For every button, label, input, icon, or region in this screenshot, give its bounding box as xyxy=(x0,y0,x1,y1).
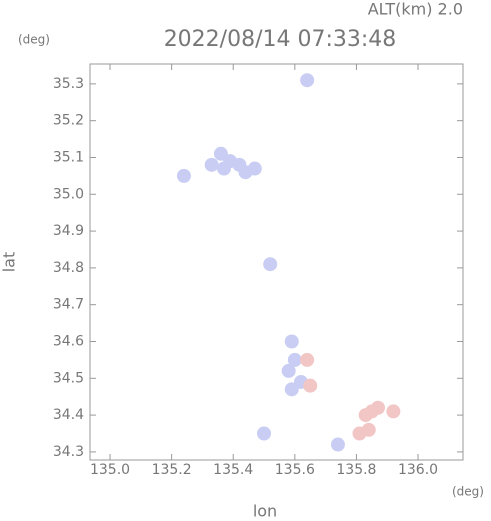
x-axis-label: lon xyxy=(253,502,277,521)
x-tick-label: 135.8 xyxy=(336,462,376,478)
echo-point xyxy=(216,161,231,176)
echo-point xyxy=(358,408,373,423)
chart-title: 2022/08/14 07:33:48 xyxy=(164,27,397,52)
x-tick-label: 135.2 xyxy=(152,462,192,478)
y-tick-label: 34.9 xyxy=(53,223,84,239)
echo-point xyxy=(352,426,367,441)
y-tick-label: 35.1 xyxy=(53,149,84,165)
echo-point xyxy=(303,378,318,393)
y-tick-label: 34.5 xyxy=(53,370,84,386)
plot-frame xyxy=(89,63,464,461)
echo-point xyxy=(263,257,278,272)
y-tick-label: 34.7 xyxy=(53,297,84,313)
echo-point xyxy=(287,352,302,367)
y-tick-label: 34.6 xyxy=(53,333,84,349)
y-unit: (deg) xyxy=(18,33,50,47)
echo-point xyxy=(257,426,272,441)
y-tick-label: 34.8 xyxy=(53,260,84,276)
x-tick-label: 136.0 xyxy=(398,462,438,478)
x-unit: (deg) xyxy=(452,485,484,499)
y-tick-label: 34.4 xyxy=(53,407,84,423)
echo-point xyxy=(370,400,385,415)
echo-point xyxy=(204,157,219,172)
y-tick-label: 34.3 xyxy=(53,444,84,460)
x-tick-label: 135.4 xyxy=(213,462,253,478)
x-tick-label: 135.0 xyxy=(90,462,130,478)
echo-point xyxy=(300,73,315,88)
y-tick-label: 35.2 xyxy=(53,113,84,129)
echo-point xyxy=(176,168,191,183)
x-tick-label: 135.6 xyxy=(275,462,315,478)
y-axis-label: lat xyxy=(0,252,19,273)
echo-point xyxy=(284,382,299,397)
chart-subtitle: ALT(km) 2.0 xyxy=(368,0,463,19)
echo-point xyxy=(284,334,299,349)
echo-point xyxy=(330,437,345,452)
echo-point xyxy=(281,363,296,378)
y-tick-label: 35.0 xyxy=(53,186,84,202)
echo-point xyxy=(386,404,401,419)
echo-point xyxy=(300,352,315,367)
y-tick-label: 35.3 xyxy=(53,76,84,92)
echo-point xyxy=(247,161,262,176)
